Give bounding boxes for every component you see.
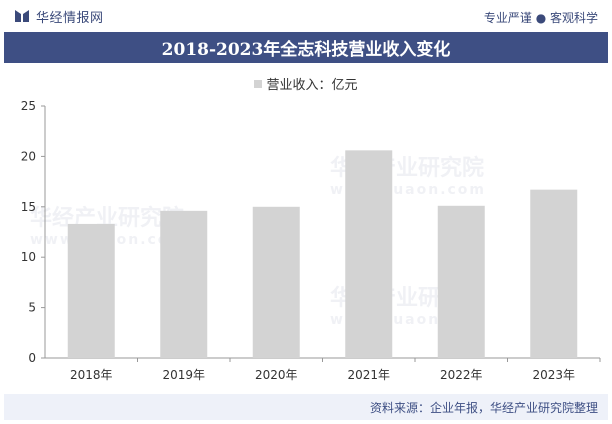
- x-tick-label: 2019年: [162, 368, 205, 382]
- bar: [437, 205, 485, 358]
- logo[interactable]: 华经情报网: [14, 7, 104, 26]
- x-tick-label: 2020年: [255, 368, 298, 382]
- y-tick-label: 15: [21, 200, 36, 214]
- chart-title: 2018-2023年全志科技营业收入变化: [161, 40, 451, 60]
- slogan: 专业严谨 ● 客观科学: [483, 11, 598, 25]
- bar: [530, 189, 578, 358]
- source-note: 资料来源：企业年报，华经产业研究院整理: [369, 401, 598, 415]
- title-bar: 2018-2023年全志科技营业收入变化: [4, 32, 608, 63]
- y-tick-label: 0: [28, 351, 36, 365]
- x-tick-label: 2023年: [532, 368, 575, 382]
- x-tick-label: 2018年: [70, 368, 113, 382]
- header: 华经情报网 专业严谨 ● 客观科学: [0, 0, 612, 32]
- bar: [252, 206, 300, 358]
- legend-swatch: [254, 79, 263, 88]
- y-tick-label: 5: [28, 301, 36, 315]
- y-tick-label: 25: [21, 99, 36, 113]
- logo-text: 华经情报网: [36, 10, 104, 26]
- legend: 营业收入：亿元: [0, 74, 612, 93]
- x-tick-label: 2022年: [440, 368, 483, 382]
- bar: [67, 223, 115, 358]
- x-tick-label: 2021年: [347, 368, 390, 382]
- legend-label: 营业收入：亿元: [266, 78, 358, 93]
- bar: [345, 150, 393, 358]
- logo-icon: [15, 10, 29, 22]
- footer: 资料来源：企业年报，华经产业研究院整理: [4, 394, 608, 420]
- bar: [160, 210, 208, 358]
- y-tick-label: 10: [21, 250, 36, 264]
- y-tick-label: 20: [21, 149, 36, 163]
